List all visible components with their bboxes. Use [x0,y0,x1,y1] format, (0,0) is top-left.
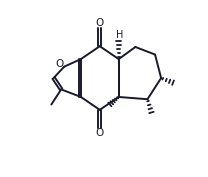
Text: O: O [96,128,104,138]
Text: O: O [96,18,104,28]
Text: O: O [56,59,64,69]
Text: H: H [116,30,123,40]
